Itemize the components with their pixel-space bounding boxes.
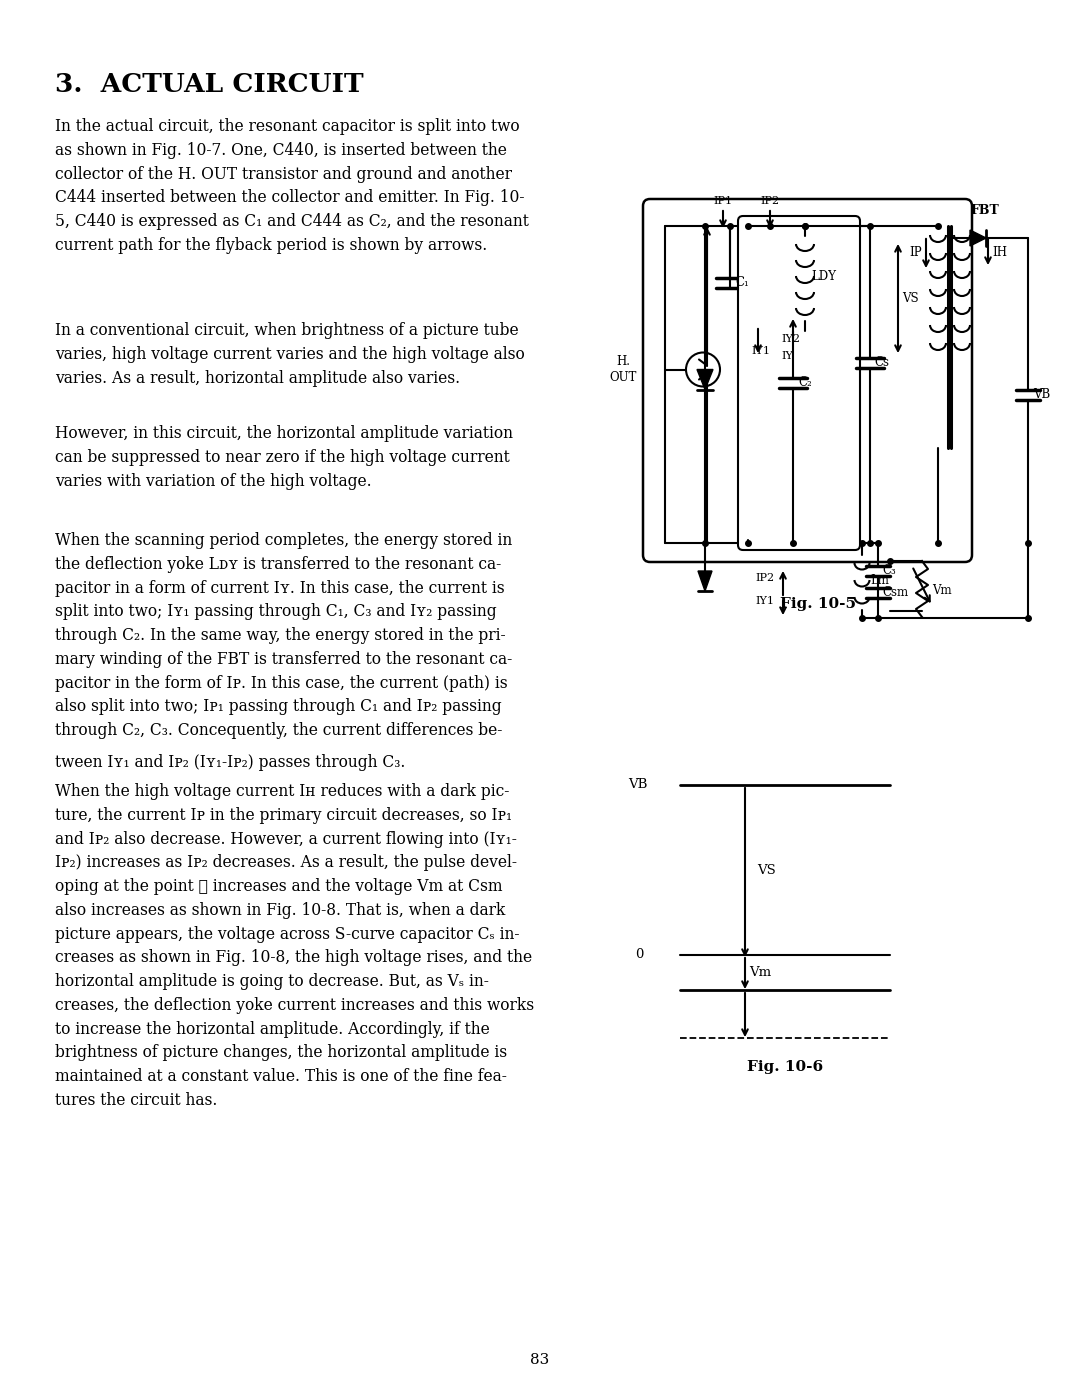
Text: 3.  ACTUAL CIRCUIT: 3. ACTUAL CIRCUIT — [55, 73, 364, 96]
Text: IY1: IY1 — [755, 597, 774, 606]
Text: C₂: C₂ — [798, 377, 812, 390]
Polygon shape — [970, 231, 986, 246]
Text: IH: IH — [993, 246, 1007, 260]
Polygon shape — [697, 369, 713, 390]
Polygon shape — [698, 571, 712, 591]
Text: VB: VB — [627, 778, 647, 792]
Text: OUT: OUT — [609, 372, 637, 384]
Text: FBT: FBT — [970, 204, 999, 218]
Text: When the high voltage current Iʜ reduces with a dark pic-
ture, the current Iᴘ i: When the high voltage current Iʜ reduces… — [55, 782, 535, 1109]
Text: In the actual circuit, the resonant capacitor is split into two
as shown in Fig.: In the actual circuit, the resonant capa… — [55, 117, 529, 254]
Text: In a conventional circuit, when brightness of a picture tube
varies, high voltag: In a conventional circuit, when brightne… — [55, 321, 525, 387]
Text: VB: VB — [1032, 388, 1050, 401]
Text: When the scanning period completes, the energy stored in
the deflection yoke Lᴅʏ: When the scanning period completes, the … — [55, 532, 512, 739]
Text: Fig. 10-5: Fig. 10-5 — [780, 597, 855, 610]
Text: IY2: IY2 — [781, 334, 800, 344]
Text: C₃: C₃ — [882, 564, 895, 577]
Text: 0: 0 — [635, 949, 644, 961]
Text: VS: VS — [757, 863, 775, 876]
Text: IP2: IP2 — [760, 196, 780, 205]
Text: Cs: Cs — [874, 356, 889, 369]
Text: LDY: LDY — [811, 270, 836, 282]
Text: H.: H. — [616, 355, 630, 367]
Text: Fig. 10-6: Fig. 10-6 — [747, 1060, 823, 1074]
Text: IP1: IP1 — [714, 196, 732, 205]
Text: IP2: IP2 — [755, 573, 774, 583]
FancyBboxPatch shape — [643, 198, 972, 562]
Text: Vm: Vm — [750, 965, 771, 979]
Text: 83: 83 — [530, 1354, 550, 1368]
Text: IP: IP — [909, 246, 922, 260]
Text: Csm: Csm — [882, 587, 908, 599]
Text: VS: VS — [902, 292, 919, 305]
Text: However, in this circuit, the horizontal amplitude variation
can be suppressed t: However, in this circuit, the horizontal… — [55, 425, 513, 489]
Text: C₁: C₁ — [735, 277, 748, 289]
Text: IY1: IY1 — [751, 346, 770, 356]
Text: IY: IY — [781, 351, 793, 360]
Text: tween Iʏ₁ and Iᴘ₂ (Iʏ₁-Iᴘ₂) passes through C₃.: tween Iʏ₁ and Iᴘ₂ (Iʏ₁-Iᴘ₂) passes throu… — [55, 754, 405, 771]
Text: Lm: Lm — [870, 574, 889, 587]
FancyBboxPatch shape — [738, 217, 860, 550]
Text: Vm: Vm — [932, 584, 951, 598]
